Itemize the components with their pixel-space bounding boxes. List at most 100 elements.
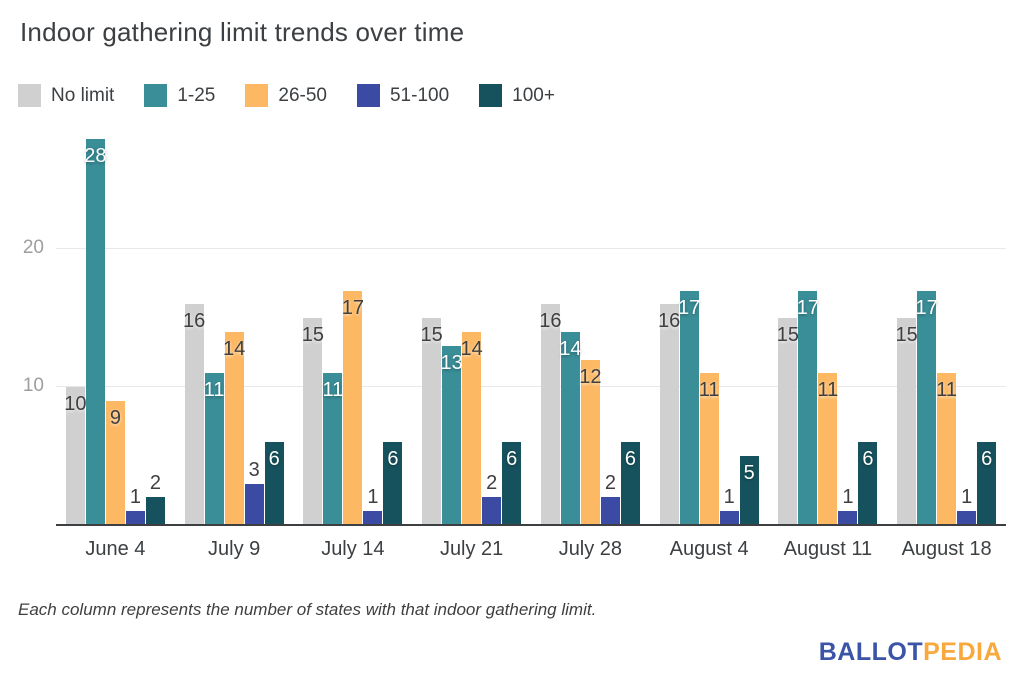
bar-value-label: 17 <box>915 296 938 319</box>
bar-26-50 <box>580 359 600 525</box>
legend-item-51-100: 51-100 <box>356 84 450 107</box>
bar-slot: 2 <box>600 473 620 525</box>
bar-51-100 <box>244 483 264 525</box>
bar-slot: 17 <box>342 290 364 525</box>
bar-value-label: 15 <box>776 324 799 347</box>
bar-51-100 <box>719 511 739 525</box>
legend-swatch-26-50 <box>245 84 269 107</box>
bar-1-25 <box>323 373 343 525</box>
bar-value-label: 14 <box>460 338 483 360</box>
bar-value-label: 2 <box>149 472 161 495</box>
legend-swatch-51-100 <box>356 84 380 107</box>
bar-value-label: 2 <box>486 472 498 495</box>
bar-value-label: 15 <box>895 324 918 347</box>
legend-item-26-50: 26-50 <box>245 84 327 107</box>
legend-item-100-plus: 100+ <box>479 84 555 107</box>
bar-no-limit <box>65 387 85 525</box>
bar-slot: 15 <box>302 318 324 525</box>
bar-slot: 15 <box>420 318 443 525</box>
bar-value-label: 1 <box>842 486 854 509</box>
bar-value-label: 6 <box>387 448 399 471</box>
x-axis-label-july-14: July 14 <box>321 538 385 560</box>
bar-groups: 10 28 9 1 2 16 11 14 3 6 15 11 17 1 6 15 13 14 2 6 16 14 12 2 6 1… <box>56 139 1006 525</box>
bar-value-label: 17 <box>796 296 819 319</box>
bar-slot: 1 <box>363 487 383 525</box>
bar-value-label: 12 <box>579 365 602 388</box>
bar-slot: 2 <box>482 473 502 525</box>
bar-value-label: 14 <box>223 338 246 360</box>
bar-slot: 11 <box>322 373 343 525</box>
logo-text-pedia: PEDIA <box>923 638 1002 666</box>
bar-no-limit <box>422 318 442 525</box>
bar-value-label: 28 <box>84 145 107 167</box>
bar-group-july-14: 15 11 17 1 6 <box>302 290 403 525</box>
bar-group-august-4: 16 17 11 1 5 <box>658 290 759 525</box>
bar-slot: 6 <box>383 442 403 525</box>
bar-slot: 10 <box>64 387 87 525</box>
bar-1-25 <box>442 345 462 525</box>
bar-value-label: 9 <box>109 406 121 429</box>
bar-group-june-4: 10 28 9 1 2 <box>64 139 165 525</box>
bar-value-label: 11 <box>698 379 720 402</box>
bar-slot: 9 <box>105 400 125 525</box>
bar-1-25 <box>679 290 699 525</box>
bar-group-july-21: 15 13 14 2 6 <box>420 318 522 525</box>
legend-swatch-no-limit <box>18 84 41 107</box>
bar-26-50 <box>937 373 957 525</box>
bar-slot: 11 <box>203 373 225 525</box>
y-axis: 10 20 <box>0 139 46 525</box>
bar-no-limit <box>897 318 917 525</box>
bar-value-label: 13 <box>440 351 463 374</box>
bar-slot: 11 <box>698 373 720 525</box>
bar-26-50 <box>105 400 125 525</box>
bar-slot: 13 <box>440 345 463 525</box>
bar-value-label: 10 <box>64 393 87 416</box>
x-axis-baseline <box>56 524 1006 526</box>
x-axis-label-august-4: August 4 <box>669 538 749 560</box>
legend-label: 1-25 <box>177 84 216 106</box>
bar-slot: 1 <box>957 487 977 525</box>
plot-area: 10 28 9 1 2 16 11 14 3 6 15 11 17 1 6 15 13 14 2 6 16 14 12 2 6 1… <box>56 139 1006 526</box>
bar-value-label: 14 <box>559 338 582 360</box>
bar-100plus <box>739 456 759 525</box>
legend-label: 100+ <box>512 84 555 106</box>
bar-value-label: 6 <box>506 448 518 471</box>
bar-value-label: 16 <box>658 310 681 333</box>
bar-slot: 11 <box>936 373 957 525</box>
bar-value-label: 15 <box>420 324 443 347</box>
bar-1-25 <box>560 332 580 525</box>
bar-value-label: 16 <box>183 310 206 333</box>
bar-slot: 6 <box>620 442 640 525</box>
legend-item-1-25: 1-25 <box>144 84 215 107</box>
chart-title: Indoor gathering limit trends over time <box>20 17 465 47</box>
bar-100plus <box>858 442 878 525</box>
bar-100plus <box>383 442 403 525</box>
x-axis-label-august-11: August 11 <box>783 538 873 560</box>
bar-value-label: 6 <box>862 448 874 471</box>
bar-value-label: 6 <box>981 448 993 471</box>
y-tick-label-20: 20 <box>22 237 44 259</box>
gridline-10 <box>56 386 1006 388</box>
bar-no-limit <box>778 318 798 525</box>
bar-slot: 14 <box>559 332 582 525</box>
chart-footnote: Each column represents the number of sta… <box>18 600 597 619</box>
bar-value-label: 1 <box>129 486 141 509</box>
x-axis-label-august-18: August 18 <box>901 538 992 560</box>
x-axis-label-june-4: June 4 <box>85 538 146 560</box>
legend-label: 51-100 <box>389 84 450 106</box>
bar-slot: 1 <box>125 487 145 525</box>
bar-slot: 15 <box>776 318 799 525</box>
bar-slot: 6 <box>858 442 878 525</box>
logo-text-ballot: BALLOT <box>818 638 924 666</box>
bar-value-label: 17 <box>678 296 701 319</box>
bar-51-100 <box>838 511 858 525</box>
legend: No limit 1-25 26-50 51-100 100+ <box>18 84 555 107</box>
bar-value-label: 2 <box>604 472 616 495</box>
bar-51-100 <box>125 511 145 525</box>
bar-value-label: 1 <box>723 486 735 509</box>
bar-value-label: 11 <box>203 379 225 402</box>
bar-100plus <box>145 497 165 525</box>
bar-slot: 11 <box>817 373 838 525</box>
bar-slot: 6 <box>264 442 284 525</box>
x-axis-labels: June 4 July 9 July 14 July 21 July 28 August … <box>56 538 1006 561</box>
